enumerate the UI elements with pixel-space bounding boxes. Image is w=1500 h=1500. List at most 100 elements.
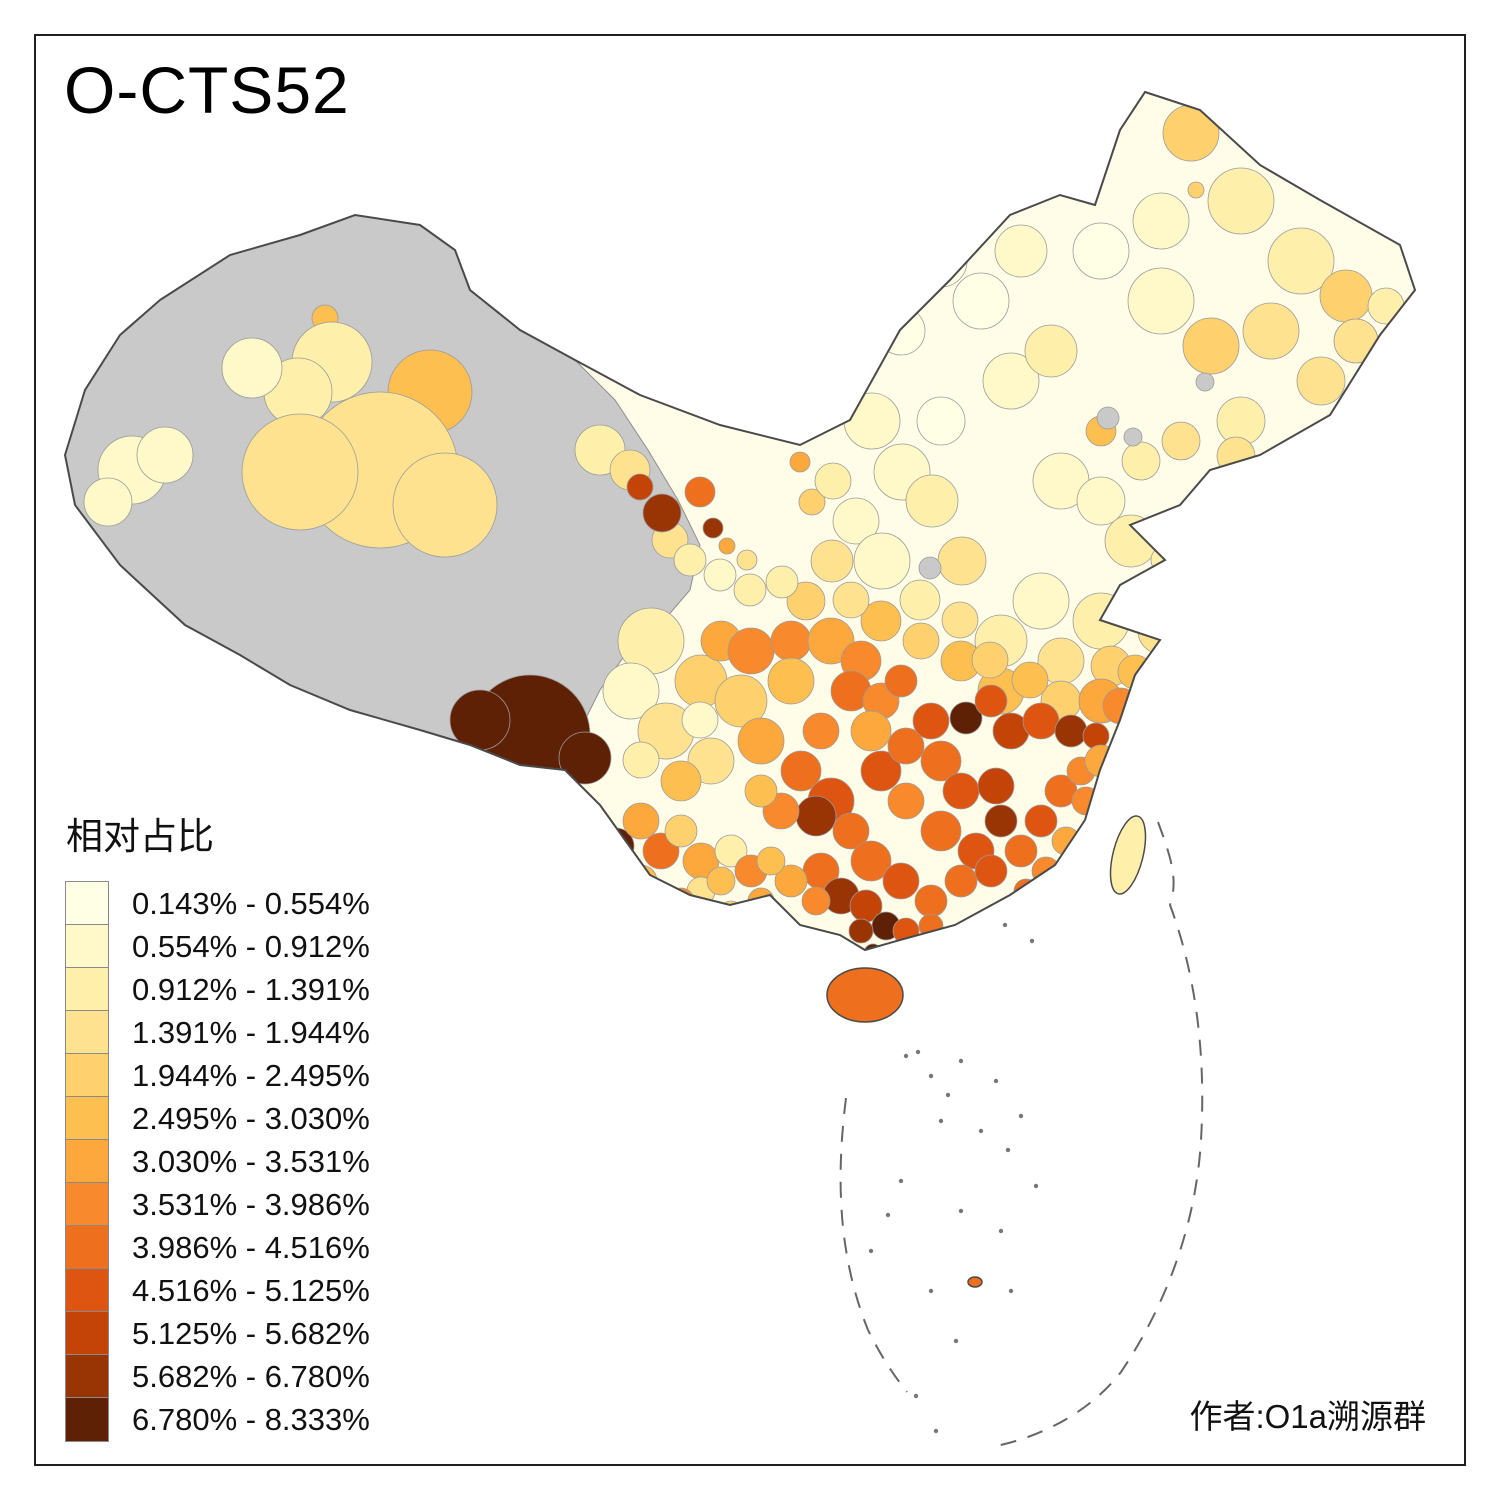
legend-label: 2.495% - 3.030% <box>132 1100 370 1136</box>
nine-dash-line-east <box>990 821 1204 1448</box>
region-cell <box>876 306 926 356</box>
legend-row: 3.030% - 3.531% <box>65 1139 370 1184</box>
region-cell <box>860 600 902 642</box>
region-cell <box>795 795 837 837</box>
region-cell <box>982 352 1040 410</box>
islet-dot <box>1033 1183 1039 1189</box>
region-cell <box>664 814 698 848</box>
region-cell <box>660 760 702 802</box>
region-cell <box>920 810 962 852</box>
region-cell <box>83 477 133 527</box>
region-cell <box>914 234 968 288</box>
islet-dot <box>928 1288 934 1294</box>
islet-dot <box>1005 1147 1011 1153</box>
islands <box>826 815 1147 1288</box>
islet-dot <box>898 1178 904 1184</box>
islet-dot <box>998 1228 1004 1234</box>
chart-title: O-CTS52 <box>64 53 350 127</box>
region-cell <box>944 864 978 898</box>
region-cell <box>971 641 1009 679</box>
islet-dot <box>868 1248 874 1254</box>
region-cell <box>624 864 658 898</box>
region-cell <box>887 727 925 765</box>
region-cell <box>1367 287 1405 325</box>
region-cell <box>667 887 695 915</box>
region-cell <box>1011 661 1049 699</box>
islet-dot <box>945 1092 951 1098</box>
islet-dot <box>993 1078 999 1084</box>
legend-row: 0.143% - 0.554% <box>65 881 370 926</box>
region-cell <box>622 741 660 779</box>
taiwan-region <box>1109 815 1147 895</box>
region-cell <box>1123 427 1143 447</box>
legend-swatch <box>65 1139 109 1184</box>
legend-label: 3.531% - 3.986% <box>132 1186 370 1222</box>
region-cell <box>780 750 822 792</box>
legend-swatch <box>65 1010 109 1055</box>
islet-dot <box>938 1118 944 1124</box>
region-cell <box>622 802 660 840</box>
region-cell <box>1072 222 1130 280</box>
china-outline <box>63 90 1417 952</box>
region-cell <box>853 532 911 590</box>
region-cell <box>774 864 808 898</box>
region-cell <box>882 862 920 900</box>
legend-row: 3.986% - 4.516% <box>65 1225 370 1270</box>
region-cell <box>703 558 737 592</box>
region-cell <box>681 701 719 739</box>
region-cell <box>937 536 987 586</box>
islet-dot <box>913 1393 919 1399</box>
legend-rows: 0.143% - 0.554% 0.554% - 0.912% 0.912% - 1… <box>65 881 370 1442</box>
region-cell <box>718 537 736 555</box>
region-cell <box>1161 421 1201 461</box>
legend-label: 0.554% - 0.912% <box>132 928 370 964</box>
region-cell <box>678 906 698 926</box>
legend-swatch <box>65 1053 109 1098</box>
legend-label: 5.682% - 6.780% <box>132 1358 370 1394</box>
islet-dot <box>978 1128 984 1134</box>
region-cell <box>942 772 980 810</box>
region-cell <box>1132 192 1190 250</box>
legend-row: 5.125% - 5.682% <box>65 1311 370 1356</box>
region-cell <box>1216 436 1256 476</box>
islet-dot <box>1008 1288 1014 1294</box>
region-cell <box>1121 441 1161 481</box>
region-cell <box>1096 406 1120 430</box>
region-cell <box>918 556 942 580</box>
legend-row: 1.391% - 1.944% <box>65 1010 370 1055</box>
region-cell <box>744 774 778 808</box>
legend-row: 0.554% - 0.912% <box>65 924 370 969</box>
region-cell <box>1084 744 1118 778</box>
legend-label: 6.780% - 8.333% <box>132 1401 370 1437</box>
legend-label: 5.125% - 5.682% <box>132 1315 370 1351</box>
region-cell <box>1117 654 1153 690</box>
nine-dash-line-west <box>839 1097 908 1393</box>
prefecture-cells <box>83 104 1405 950</box>
region-cell <box>977 767 1015 805</box>
region-cell <box>1137 607 1185 655</box>
region-cell <box>714 834 748 868</box>
region-cell <box>1022 702 1060 740</box>
region-cell <box>802 712 840 750</box>
region-cell <box>1242 302 1300 360</box>
region-cell <box>1162 104 1220 162</box>
region-cell <box>1024 804 1058 838</box>
region-cell <box>727 627 775 675</box>
legend-row: 6.780% - 8.333% <box>65 1397 370 1442</box>
region-cell <box>801 886 831 916</box>
islet-dot <box>915 1049 921 1055</box>
region-cell <box>642 493 682 533</box>
region-cell <box>994 224 1048 278</box>
region-cell <box>684 476 716 508</box>
region-cell <box>843 392 901 450</box>
region-cell <box>949 701 983 735</box>
islet-dots <box>868 922 1039 1434</box>
region-cell <box>952 272 1010 330</box>
legend-title: 相对占比 <box>66 816 214 857</box>
legend-row: 1.944% - 2.495% <box>65 1053 370 1098</box>
region-cell <box>941 601 979 639</box>
region-cell <box>714 674 768 728</box>
region-cell <box>241 413 359 531</box>
region-cell <box>1127 267 1195 335</box>
